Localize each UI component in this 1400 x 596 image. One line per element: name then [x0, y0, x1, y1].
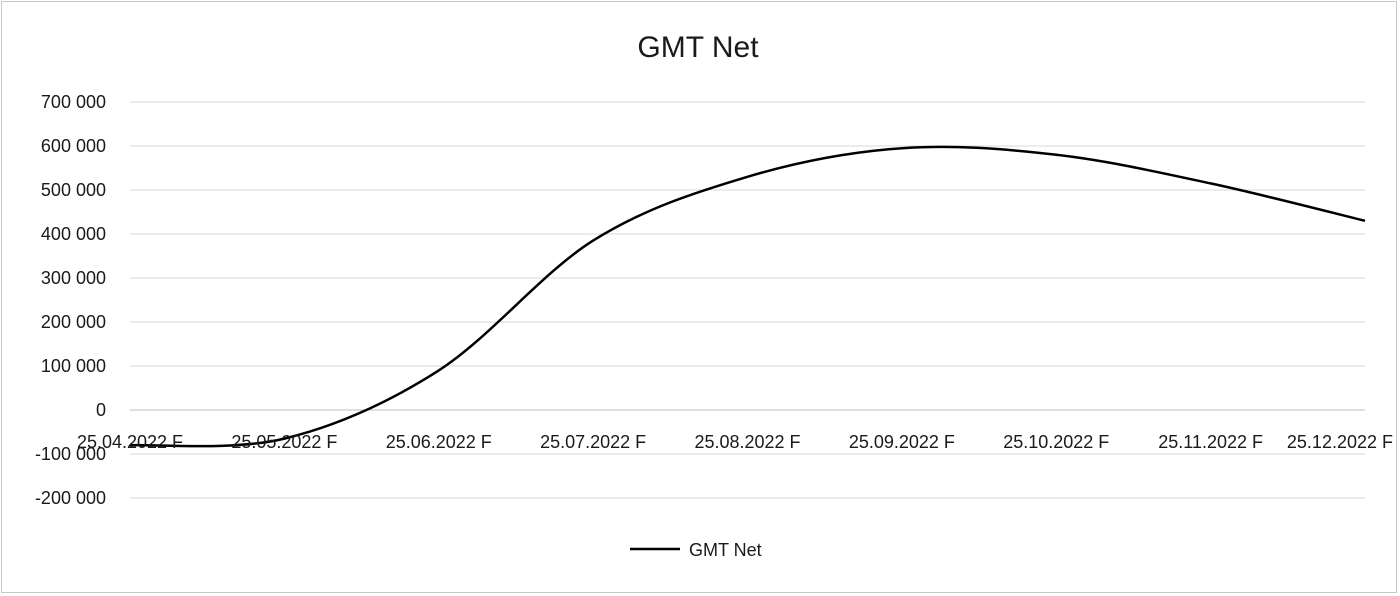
y-tick-label: -100 000: [35, 444, 106, 464]
series-line-gmt-net: [129, 145, 1366, 448]
y-tick-label: 700 000: [41, 92, 106, 112]
x-tick-label: 25.11.2022 F: [1158, 432, 1263, 452]
x-tick-label: 25.06.2022 F: [386, 432, 492, 452]
x-tick-label: 25.05.2022 F: [231, 432, 337, 452]
x-tick-label: 25.08.2022 F: [694, 432, 800, 452]
series-layer: [129, 145, 1366, 448]
y-tick-label: 500 000: [41, 180, 106, 200]
y-tick-label: 100 000: [41, 356, 106, 376]
x-axis-ticks: 25.04.2022 F 25.05.2022 F 25.06.2022 F 25.0…: [77, 432, 1393, 452]
y-tick-label: -200 000: [35, 488, 106, 508]
gridlines: [130, 101, 1365, 499]
legend: GMT Net: [630, 540, 762, 560]
y-tick-label: 400 000: [41, 224, 106, 244]
chart-title: GMT Net: [637, 31, 759, 64]
x-tick-label: 25.07.2022 F: [540, 432, 646, 452]
y-tick-label: 600 000: [41, 136, 106, 156]
legend-label: GMT Net: [689, 540, 762, 560]
y-axis-ticks: -200 000 -100 000 0 100 000 200 000 300 000 40…: [35, 92, 106, 508]
y-tick-label: 0: [96, 400, 106, 420]
y-tick-label: 300 000: [41, 268, 106, 288]
y-tick-label: 200 000: [41, 312, 106, 332]
x-tick-label: 25.09.2022 F: [849, 432, 955, 452]
x-tick-label: 25.10.2022 F: [1003, 432, 1109, 452]
x-tick-label: 25.04.2022 F: [77, 432, 183, 452]
x-tick-label: 25.12.2022 F: [1287, 432, 1393, 452]
